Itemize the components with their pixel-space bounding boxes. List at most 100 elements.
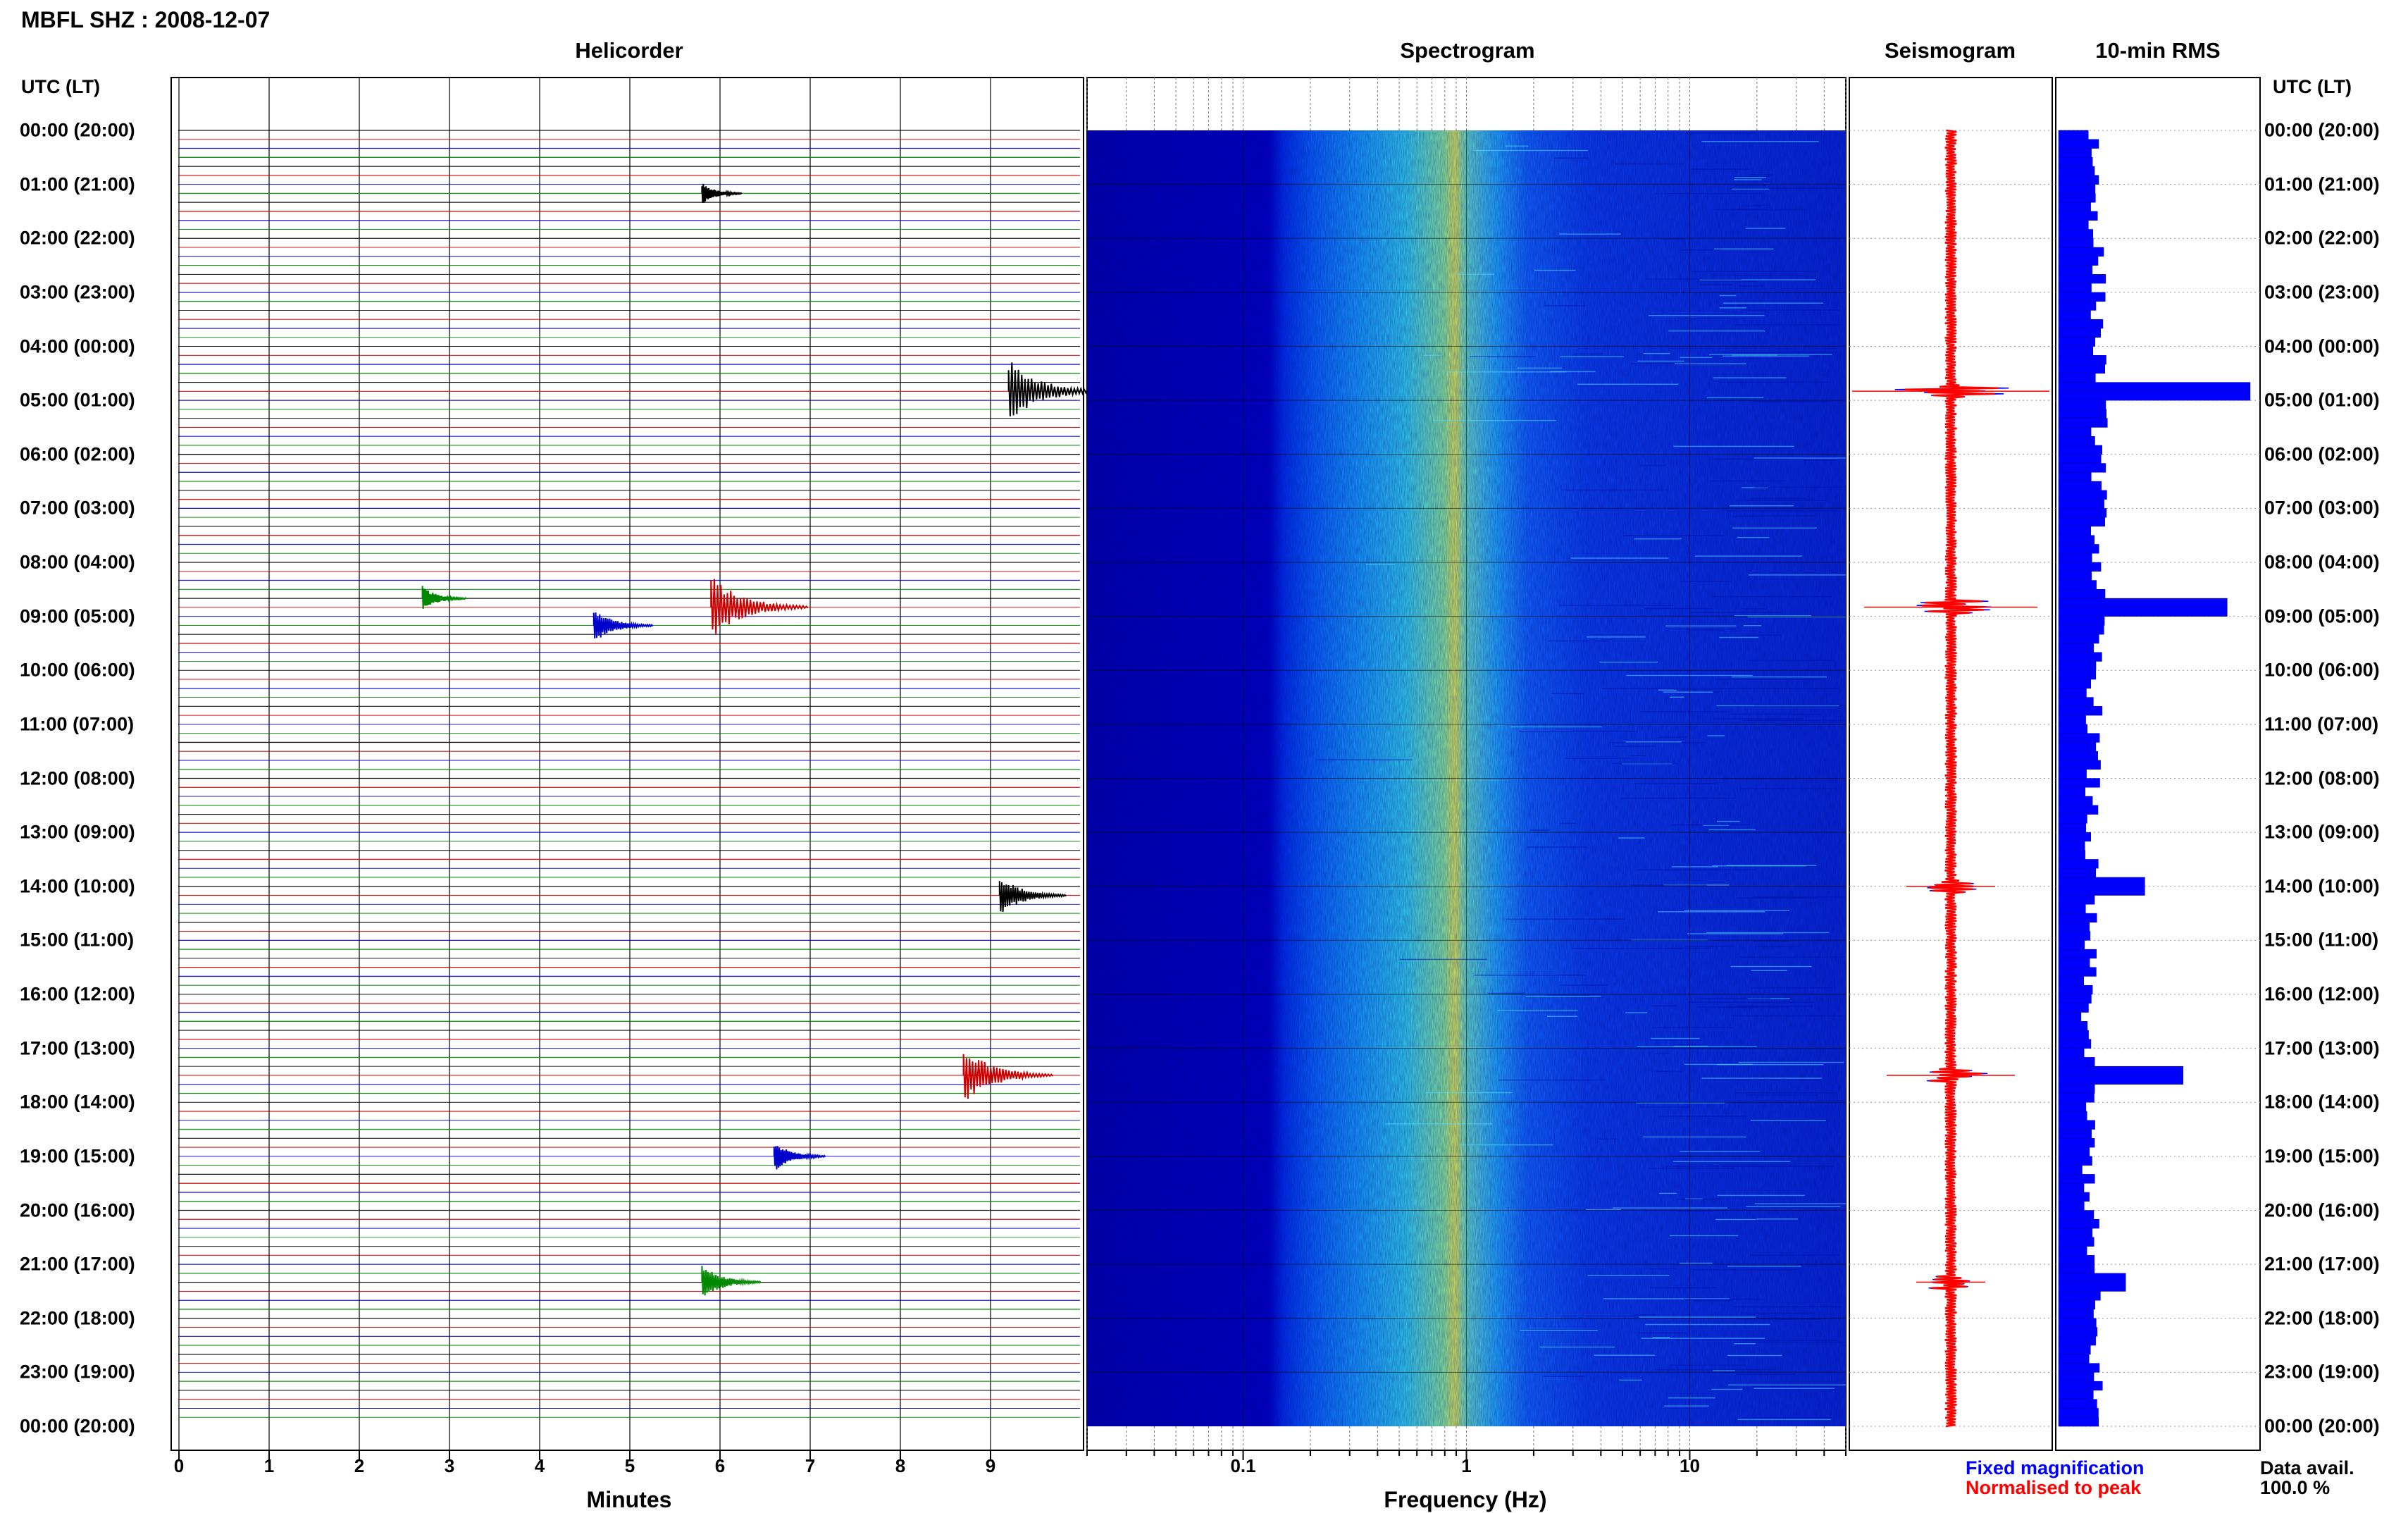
data-avail-label: Data avail.	[2260, 1457, 2354, 1478]
time-label-right: 15:00 (11:00)	[2264, 929, 2379, 951]
rms-bar	[2058, 625, 2104, 635]
rms-bar	[2058, 643, 2094, 653]
time-label-right: 12:00 (08:00)	[2264, 767, 2380, 789]
rms-bar	[2058, 1273, 2126, 1283]
rms-bar	[2058, 823, 2086, 833]
legend-fixed: Fixed magnification	[1966, 1457, 2145, 1478]
rms-bar	[2058, 832, 2091, 842]
rms-bar	[2058, 1408, 2099, 1418]
time-label-left: 20:00 (16:00)	[20, 1199, 135, 1221]
rms-bar	[2058, 634, 2099, 644]
rms-bar	[2058, 1381, 2103, 1391]
helicorder-event	[998, 881, 1067, 912]
rms-bar	[2058, 310, 2091, 320]
rms-bar	[2058, 337, 2096, 347]
rms-bar	[2058, 148, 2092, 158]
time-label-left: 17:00 (13:00)	[20, 1037, 135, 1059]
rms-bar	[2058, 1390, 2094, 1400]
time-label-right: 21:00 (17:00)	[2264, 1253, 2380, 1275]
time-label-left: 00:00 (20:00)	[20, 1415, 135, 1437]
rms-panel	[2055, 77, 2261, 1451]
rms-bar	[2058, 1201, 2085, 1211]
rms-bar	[2058, 598, 2228, 608]
rms-bar	[2058, 535, 2095, 545]
data-avail-value: 100.0 %	[2260, 1477, 2331, 1498]
rms-bar	[2058, 454, 2102, 464]
time-label-left: 21:00 (17:00)	[20, 1253, 135, 1275]
rms-bar	[2058, 859, 2099, 869]
rms-bar	[2058, 1372, 2094, 1382]
rms-bar	[2058, 814, 2087, 824]
rms-bar	[2058, 787, 2086, 797]
station-title: MBFL SHZ : 2008-12-07	[21, 7, 271, 32]
rms-bar	[2058, 400, 2106, 410]
rms-bar	[2058, 949, 2097, 959]
time-label-left: 09:00 (05:00)	[20, 605, 135, 627]
seismogram-panel	[1849, 77, 2053, 1451]
rms-bar	[2058, 283, 2092, 293]
time-label-left: 01:00 (21:00)	[20, 173, 135, 195]
rms-bar	[2058, 130, 2089, 140]
rms-bar	[2058, 193, 2096, 203]
rms-bar	[2058, 913, 2097, 923]
rms-bar	[2058, 1093, 2094, 1103]
time-label-left: 03:00 (23:00)	[20, 281, 135, 303]
time-label-left: 02:00 (22:00)	[20, 227, 135, 249]
rms-bar	[2058, 1237, 2094, 1247]
rms-bar	[2058, 418, 2108, 428]
time-label-right: 19:00 (15:00)	[2264, 1145, 2380, 1167]
rms-bar	[2058, 867, 2096, 878]
time-label-right: 07:00 (03:00)	[2264, 497, 2380, 519]
rms-bar	[2058, 1156, 2092, 1166]
rms-bar	[2058, 778, 2100, 788]
rms-bar	[2058, 1147, 2090, 1157]
minute-tick-label: 8	[895, 1455, 906, 1476]
rms-bar	[2058, 1138, 2095, 1148]
time-label-left: 11:00 (07:00)	[20, 713, 135, 735]
minute-tick-label: 2	[354, 1455, 365, 1476]
time-label-right: 00:00 (20:00)	[2264, 119, 2380, 141]
rms-bar	[2058, 679, 2092, 689]
rms-bar	[2058, 697, 2094, 707]
time-label-left: 10:00 (06:00)	[20, 659, 135, 681]
rms-bar	[2058, 1255, 2095, 1265]
rms-bar	[2058, 1120, 2095, 1130]
minute-tick-label: 6	[714, 1455, 726, 1476]
rms-bar	[2058, 571, 2092, 581]
helicorder-event	[701, 183, 743, 203]
rms-bar	[2058, 616, 2105, 626]
time-label-right: 05:00 (01:00)	[2264, 389, 2380, 411]
spectrogram-title: Spectrogram	[1400, 38, 1535, 63]
rms-bar	[2058, 355, 2106, 365]
rms-bar	[2058, 769, 2087, 779]
rms-bar	[2058, 1210, 2094, 1220]
rms-bar	[2058, 607, 2228, 617]
time-label-left: 22:00 (18:00)	[20, 1307, 135, 1329]
rms-bar	[2058, 1048, 2085, 1058]
rms-bar	[2058, 490, 2107, 500]
rms-bar	[2058, 517, 2105, 527]
time-label-right: 02:00 (22:00)	[2264, 227, 2380, 249]
time-label-left: 18:00 (14:00)	[20, 1091, 135, 1113]
rms-bar	[2058, 1345, 2091, 1355]
rms-bar	[2058, 229, 2093, 239]
rms-bar	[2058, 940, 2085, 950]
freq-tick-label: 1	[1461, 1455, 1472, 1476]
rms-bar	[2058, 994, 2092, 1004]
time-label-right: 09:00 (05:00)	[2264, 605, 2380, 627]
rms-bar	[2058, 544, 2099, 554]
helicorder-event	[710, 579, 809, 634]
helicorder-event	[701, 1266, 762, 1296]
rms-bar	[2058, 706, 2103, 716]
rms-bar	[2058, 661, 2097, 671]
rms-bar	[2058, 688, 2087, 698]
seismogram-title: Seismogram	[1884, 38, 2016, 63]
rms-bar	[2058, 166, 2095, 176]
time-label-left: 08:00 (04:00)	[20, 551, 135, 573]
rms-bar	[2058, 805, 2099, 815]
rms-bar	[2058, 1030, 2089, 1040]
rms-bar	[2058, 1327, 2098, 1337]
time-label-left: 13:00 (09:00)	[20, 821, 135, 843]
rms-bar	[2058, 1174, 2095, 1184]
rms-bar	[2058, 1336, 2096, 1346]
